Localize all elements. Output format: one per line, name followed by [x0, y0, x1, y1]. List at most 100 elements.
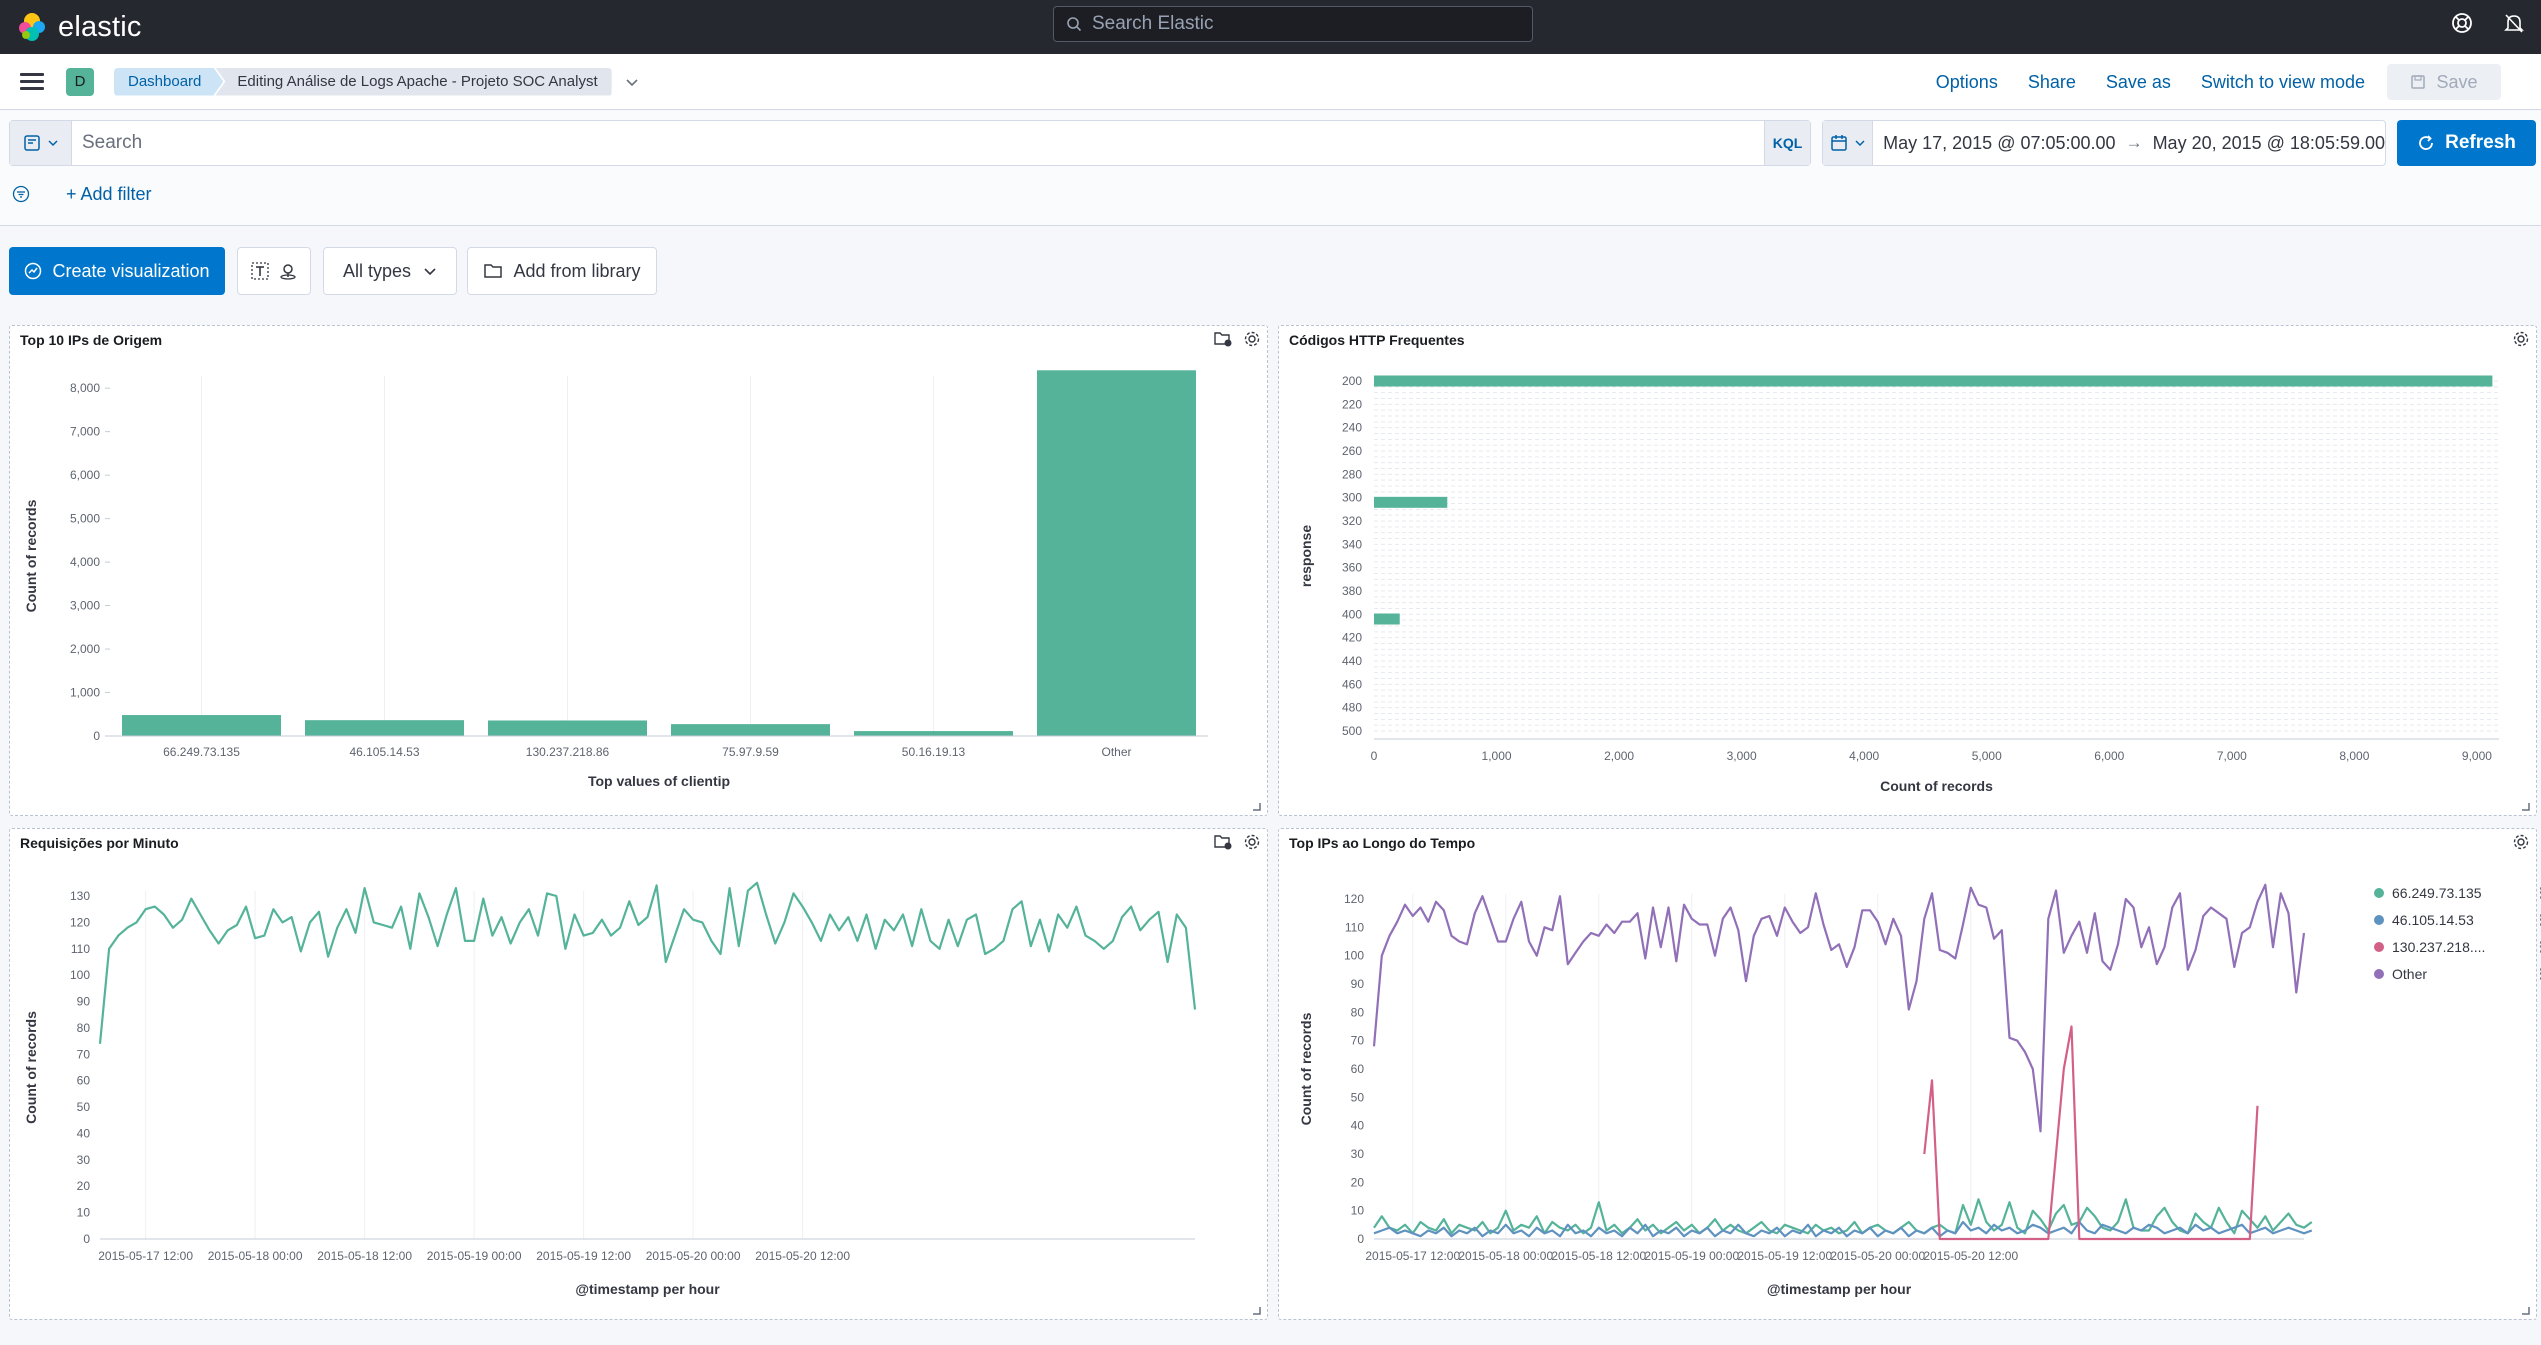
options-link[interactable]: Options	[1935, 71, 1998, 92]
series-line-66-249-73-135	[1373, 1198, 2313, 1235]
add-from-library-button[interactable]: Add from library	[467, 247, 657, 295]
query-language-button[interactable]: KQL	[1764, 121, 1810, 165]
y-tick-label: 40	[77, 1126, 91, 1140]
x-tick-label: 9,000	[2462, 749, 2492, 763]
resize-handle-icon[interactable]	[2520, 1305, 2530, 1315]
all-types-label: All types	[342, 260, 412, 281]
space-avatar[interactable]: D	[66, 67, 94, 96]
x-tick-label: 75.97.9.59	[722, 745, 779, 759]
resize-handle-icon[interactable]	[1251, 1305, 1261, 1315]
y-tick-label: 60	[1351, 1062, 1365, 1076]
legend-color-dot	[2374, 968, 2384, 979]
gear-icon[interactable]	[2512, 330, 2530, 348]
gear-icon[interactable]	[1243, 833, 1261, 851]
bar-other	[1037, 370, 1196, 736]
y-tick-label: 70	[77, 1047, 91, 1061]
global-search-placeholder: Search Elastic	[1092, 13, 1214, 34]
series-line-130-237-218-	[1923, 1025, 2259, 1241]
query-search-input[interactable]	[72, 131, 1764, 155]
legend-item[interactable]: Other	[2374, 960, 2541, 987]
elastic-logo[interactable]: elastic	[16, 11, 142, 44]
legend-item[interactable]: 130.237.218....	[2374, 933, 2541, 960]
notifications-icon[interactable]	[2503, 12, 2525, 34]
y-tick-label: 500	[1342, 724, 1362, 738]
menu-icon[interactable]	[20, 69, 44, 94]
x-tick-label: Other	[1101, 745, 1131, 759]
add-filter-button[interactable]: + Add filter	[66, 183, 152, 204]
y-axis-title: Count of records	[23, 499, 39, 612]
save-button[interactable]: Save	[2387, 64, 2501, 100]
x-tick-label: 46.105.14.53	[349, 745, 419, 759]
bar-130-237-218-86	[488, 720, 647, 736]
y-tick-label: 1,000	[70, 686, 100, 700]
quick-date-menu-button[interactable]	[1823, 121, 1874, 165]
save-icon	[2411, 75, 2426, 89]
bar-response-404	[1374, 613, 1400, 625]
refresh-button[interactable]: Refresh	[2397, 120, 2536, 166]
legend-item[interactable]: 66.249.73.135	[2374, 879, 2541, 906]
switch-view-mode-link[interactable]: Switch to view mode	[2200, 71, 2365, 92]
resize-handle-icon[interactable]	[2520, 801, 2530, 811]
gear-icon[interactable]	[1243, 330, 1261, 348]
chevron-down-icon[interactable]	[624, 74, 640, 90]
y-tick-label: 8,000	[70, 381, 100, 395]
y-tick-label: 360	[1342, 561, 1362, 575]
folder-check-icon[interactable]	[1213, 330, 1233, 348]
date-end[interactable]: May 20, 2015 @ 18:05:59.00	[2152, 132, 2385, 153]
breadcrumb-dashboard[interactable]: Dashboard	[114, 68, 223, 96]
panel-requests-per-minute: 0 10 20 30 40 50 60 70 80 90 100 110 120 130 2015-05-1…	[9, 828, 1268, 1320]
share-link[interactable]: Share	[2027, 71, 2076, 92]
global-search-input[interactable]: Search Elastic	[1053, 6, 1533, 42]
y-tick-label: 340	[1342, 537, 1362, 551]
refresh-label: Refresh	[2445, 132, 2516, 153]
y-tick-label: 480	[1342, 701, 1362, 715]
y-tick-label: 60	[77, 1074, 91, 1088]
y-tick-label: 4,000	[70, 555, 100, 569]
x-tick-label: 2015-05-18 12:00	[1551, 1249, 1646, 1263]
dashboard-toolbar: Create visualization All types Add from …	[9, 247, 657, 295]
x-tick-label: 4,000	[1849, 749, 1879, 763]
folder-check-icon[interactable]	[1213, 833, 1233, 851]
top-bar: elastic Search Elastic	[0, 0, 2541, 54]
bar-66-249-73-135	[122, 715, 281, 736]
all-types-dropdown[interactable]: All types	[323, 247, 457, 295]
elastic-logo-icon	[19, 13, 45, 41]
save-as-link[interactable]: Save as	[2105, 71, 2171, 92]
y-tick-label: 260	[1342, 444, 1362, 458]
bar-response-200	[1374, 375, 2493, 387]
resize-handle-icon[interactable]	[1251, 801, 1261, 811]
saved-query-button[interactable]	[10, 121, 72, 165]
y-tick-label: 0	[83, 1232, 90, 1246]
create-visualization-button[interactable]: Create visualization	[9, 247, 225, 295]
bar-response-304	[1374, 496, 1448, 508]
create-visualization-label: Create visualization	[52, 260, 210, 281]
x-axis-title: @timestamp per hour	[575, 1281, 720, 1297]
series-line-other	[1372, 883, 2306, 1133]
legend-color-dot	[2374, 941, 2384, 952]
folder-icon	[484, 264, 503, 278]
y-tick-label: 30	[77, 1153, 91, 1167]
gear-icon[interactable]	[2512, 833, 2530, 851]
maps-icon[interactable]	[278, 261, 298, 281]
y-tick-label: 100	[1344, 949, 1364, 963]
x-tick-label: 2015-05-18 00:00	[208, 1249, 303, 1263]
filter-icon[interactable]	[12, 185, 30, 203]
y-tick-label: 460	[1342, 677, 1362, 691]
x-tick-label: 7,000	[2217, 749, 2247, 763]
text-icon[interactable]	[250, 261, 270, 281]
bar-46-105-14-53	[305, 720, 464, 736]
help-icon[interactable]	[2451, 12, 2473, 34]
y-tick-label: 440	[1342, 654, 1362, 668]
y-tick-label: 110	[71, 942, 90, 956]
y-tick-label: 40	[1351, 1119, 1365, 1133]
legend-label: Other	[2392, 965, 2428, 982]
y-tick-label: 320	[1342, 514, 1362, 528]
legend-item[interactable]: 46.105.14.53	[2374, 906, 2541, 933]
date-start[interactable]: May 17, 2015 @ 07:05:00.00	[1883, 132, 2116, 153]
visualize-icon	[25, 262, 42, 280]
x-tick-label: 6,000	[2094, 749, 2124, 763]
x-tick-label: 130.237.218.86	[526, 745, 610, 759]
x-tick-label: 2015-05-17 12:00	[98, 1249, 193, 1263]
x-tick-label: 2015-05-20 00:00	[1830, 1249, 1925, 1263]
x-tick-label: 2015-05-18 00:00	[1458, 1249, 1553, 1263]
